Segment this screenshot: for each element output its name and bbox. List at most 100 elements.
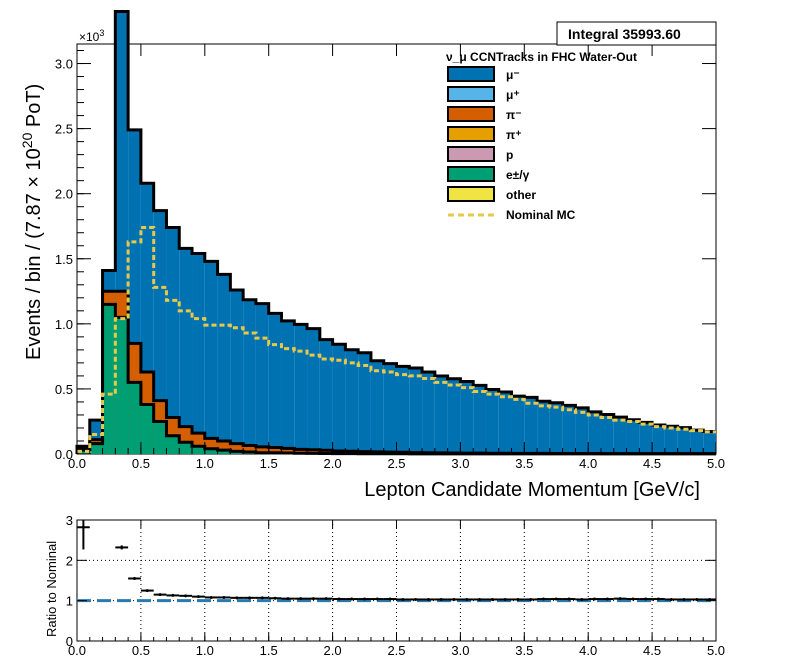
ratio-point <box>664 597 678 601</box>
bar <box>358 352 371 454</box>
legend-swatch <box>447 126 495 142</box>
ratio-point-marker <box>260 596 264 600</box>
bar <box>230 290 244 454</box>
ratio-point-marker <box>554 597 558 601</box>
y-tick-label: 0.5 <box>55 382 73 397</box>
bar <box>345 349 359 454</box>
legend-label: μ⁺ <box>506 88 520 102</box>
bar <box>153 421 167 454</box>
ratio-point <box>473 597 486 601</box>
legend-swatch <box>447 66 495 82</box>
ratio-point-marker <box>414 597 418 601</box>
y-multiplier-label: ×103 <box>79 28 104 44</box>
ratio-x-tick-label: 2.0 <box>324 643 342 658</box>
ratio-point-marker <box>695 597 699 601</box>
bar <box>140 404 154 454</box>
y-tick-label: 1.5 <box>55 252 73 267</box>
bar <box>217 450 231 454</box>
ratio-point-marker <box>529 597 533 601</box>
ratio-point <box>600 597 614 601</box>
ratio-x-tick-label: 1.0 <box>196 643 214 658</box>
bar <box>243 445 256 454</box>
ratio-point-marker <box>209 595 213 599</box>
legend-label: other <box>506 188 536 202</box>
bar <box>600 414 614 454</box>
ratio-point-marker <box>426 597 430 601</box>
legend-header: ν_μ CCNTracks in FHC Water-Out <box>446 50 637 64</box>
bar <box>115 317 129 454</box>
nominal-mc-line <box>77 226 716 453</box>
bar <box>319 339 333 454</box>
y-tick-label: 1.0 <box>55 317 73 332</box>
ratio-point-marker <box>184 594 188 598</box>
y-tick-label: 0.0 <box>55 447 73 462</box>
x-tick-label: 4.5 <box>643 456 661 471</box>
ratio-point-marker <box>439 597 443 601</box>
ratio-point-marker <box>452 597 456 601</box>
y-tick-label: 2.0 <box>55 187 73 202</box>
ratio-point <box>434 597 448 601</box>
x-tick-label: 4.0 <box>579 456 597 471</box>
y-axis-title: Events / bin / (7.87 × 1020 PoT) <box>19 84 45 360</box>
ratio-point-marker <box>299 597 303 601</box>
bar <box>626 419 640 454</box>
ratio-point-marker <box>133 576 137 580</box>
ratio-grid-layer <box>76 519 717 642</box>
ratio-point-marker <box>567 597 571 601</box>
legend-label: π⁺ <box>506 128 522 142</box>
bar <box>153 210 167 454</box>
ratio-point-marker <box>273 596 277 600</box>
x-axis-title: Lepton Candidate Momentum [GeV/c] <box>364 479 700 501</box>
bar <box>230 443 244 454</box>
series-μ⁻ <box>75 9 716 454</box>
ratio-axes-layer: 0.0 0.5 1.0 1.5 2.0 2.5 3.0 3.5 4.0 4.5 5.0 0 1 2 3 <box>66 513 725 658</box>
ratio-point <box>115 545 129 550</box>
ratio-point <box>230 596 244 600</box>
ratio-point <box>690 597 704 601</box>
ratio-y-tick-label: 2 <box>66 553 73 568</box>
ratio-point <box>332 597 346 601</box>
integral-label: Integral 35993.60 <box>568 26 681 42</box>
x-tick-label: 3.0 <box>451 456 469 471</box>
ratio-point-marker <box>81 525 85 529</box>
ratio-point-marker <box>324 597 328 601</box>
bar <box>102 304 116 454</box>
legend-label: p <box>506 148 513 162</box>
bar <box>204 448 218 454</box>
bar <box>268 447 282 454</box>
bar <box>192 446 205 454</box>
ratio-point <box>204 595 218 599</box>
bar <box>396 366 410 454</box>
ratio-point <box>409 597 423 601</box>
ratio-point-marker <box>196 595 200 599</box>
ratio-point-marker <box>618 597 622 601</box>
series-outline <box>75 9 716 454</box>
ratio-point <box>345 597 359 601</box>
bar <box>332 344 346 454</box>
ratio-point <box>153 593 167 597</box>
bar <box>179 442 193 454</box>
ratio-point <box>613 597 627 601</box>
ratio-y-tick-label: 1 <box>66 594 73 609</box>
ratio-point <box>652 597 665 601</box>
ratio-point <box>307 597 320 601</box>
ratio-point-marker <box>235 596 239 600</box>
legend-label: π⁻ <box>506 108 522 122</box>
bar <box>511 396 525 454</box>
legend-swatch <box>447 166 495 182</box>
x-tick-label: 2.5 <box>387 456 405 471</box>
bar <box>409 367 423 454</box>
y-tick-label: 2.5 <box>55 122 73 137</box>
ratio-point <box>396 597 410 601</box>
x-tick-label: 1.0 <box>196 456 214 471</box>
ratio-point-marker <box>145 589 149 593</box>
ratio-point-marker <box>337 597 341 601</box>
ratio-point-marker <box>388 597 392 601</box>
ratio-point-marker <box>541 597 545 601</box>
ratio-x-tick-label: 0.0 <box>68 643 86 658</box>
ratio-point-marker <box>248 596 252 600</box>
ratio-point-marker <box>171 593 175 597</box>
ratio-point <box>166 593 180 597</box>
bar <box>485 389 499 454</box>
ratio-point-marker <box>656 597 660 601</box>
